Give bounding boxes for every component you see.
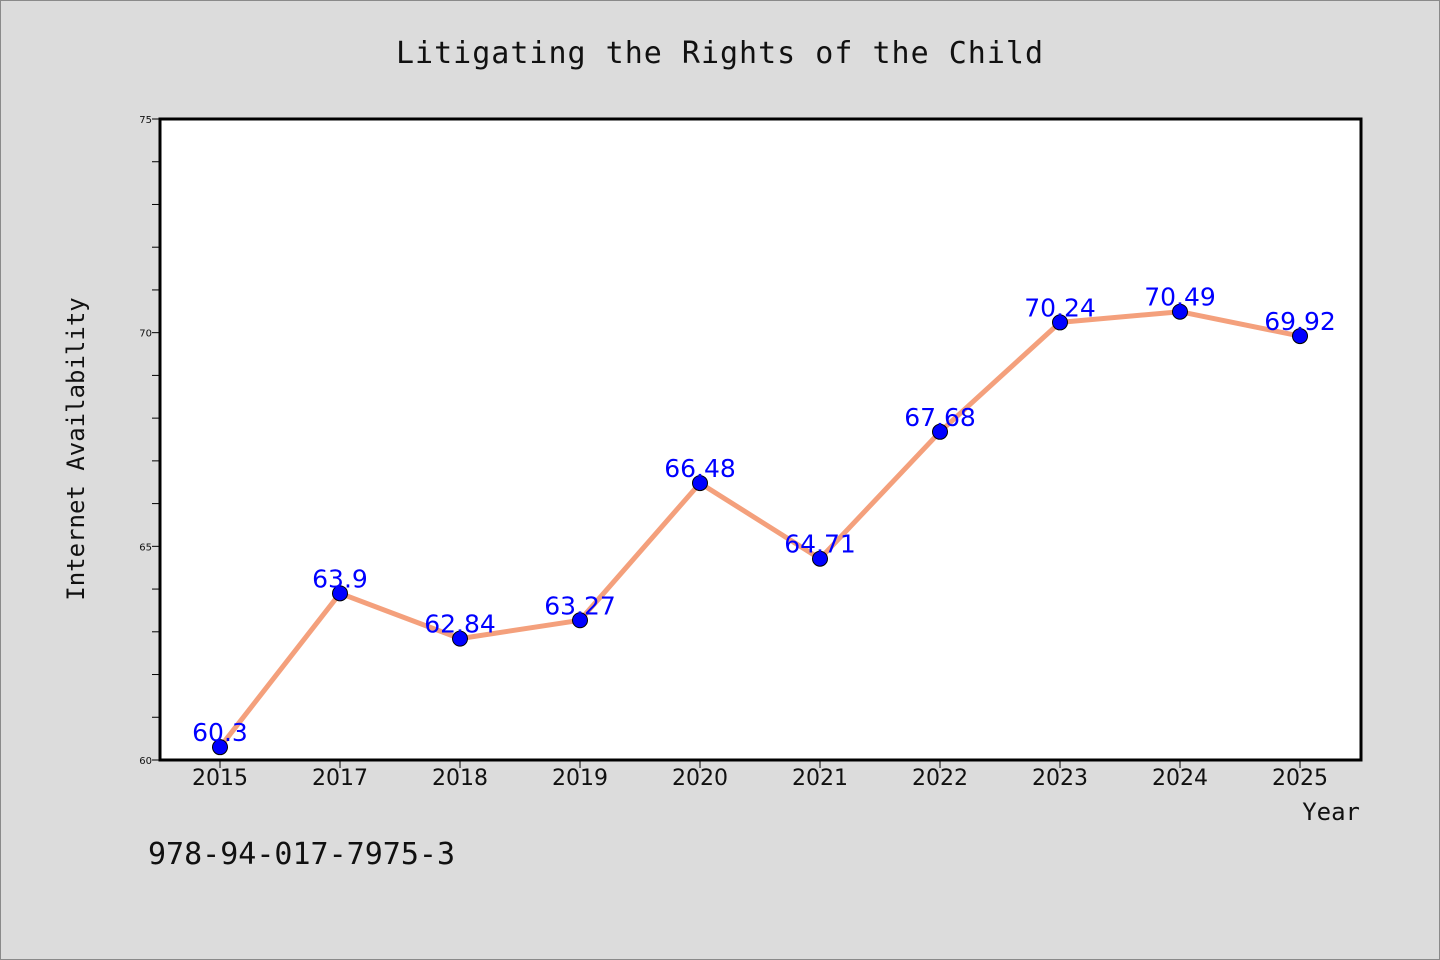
plot-area <box>160 119 1361 760</box>
x-axis-ticks: 2015 2017 2018 2019 2020 2021 2022 2023 2024 2025 <box>192 760 1328 791</box>
data-point <box>332 585 348 602</box>
x-tick-label: 2023 <box>1032 766 1088 791</box>
y-axis-ticks: 60 65 70 75 <box>139 115 160 767</box>
data-label: 70.24 <box>1024 293 1096 322</box>
x-tick-label: 2025 <box>1272 766 1328 791</box>
data-label: 63.27 <box>544 591 616 620</box>
data-label: 70.49 <box>1144 283 1216 312</box>
series-markers <box>212 303 1308 756</box>
y-axis-label: Internet Availability <box>62 297 90 600</box>
x-tick-label: 2021 <box>792 766 848 791</box>
data-label: 69.92 <box>1264 307 1336 336</box>
x-axis-label: Year <box>1302 798 1360 826</box>
y-tick-label: 70 <box>139 329 152 340</box>
data-point <box>812 550 828 567</box>
data-label: 62.84 <box>424 610 496 639</box>
data-label: 60.3 <box>192 718 248 747</box>
data-point <box>932 423 948 440</box>
x-tick-label: 2019 <box>552 766 608 791</box>
x-tick-label: 2024 <box>1152 766 1208 791</box>
data-point <box>1292 328 1308 345</box>
y-tick-label: 65 <box>139 542 152 553</box>
x-tick-label: 2017 <box>312 766 368 791</box>
data-point <box>572 612 588 629</box>
data-point <box>1172 303 1188 320</box>
y-tick-label: 75 <box>139 115 152 126</box>
data-label: 67.68 <box>904 403 976 432</box>
data-point <box>692 475 708 492</box>
x-tick-label: 2018 <box>432 766 488 791</box>
data-point <box>1052 314 1068 331</box>
isbn-footer: 978-94-017-7975-3 <box>148 837 455 872</box>
chart-title: Litigating the Rights of the Child <box>396 36 1044 71</box>
x-tick-label: 2020 <box>672 766 728 791</box>
data-label: 66.48 <box>664 454 736 483</box>
data-point <box>452 630 468 647</box>
data-label: 64.71 <box>784 530 856 559</box>
series-line <box>217 309 1303 750</box>
data-label: 63.9 <box>312 564 368 593</box>
x-tick-label: 2015 <box>192 766 248 791</box>
y-tick-label: 60 <box>139 756 152 767</box>
plot-border <box>158 117 1363 762</box>
data-point <box>212 739 228 756</box>
data-labels: 60.3 63.9 62.84 63.27 66.48 64.71 67.68 70.24 70… <box>192 283 1336 747</box>
x-tick-label: 2022 <box>912 766 968 791</box>
